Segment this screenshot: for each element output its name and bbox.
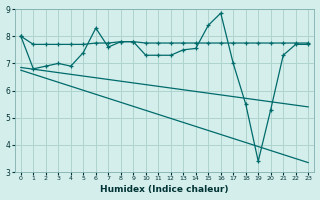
X-axis label: Humidex (Indice chaleur): Humidex (Indice chaleur) [100,185,229,194]
